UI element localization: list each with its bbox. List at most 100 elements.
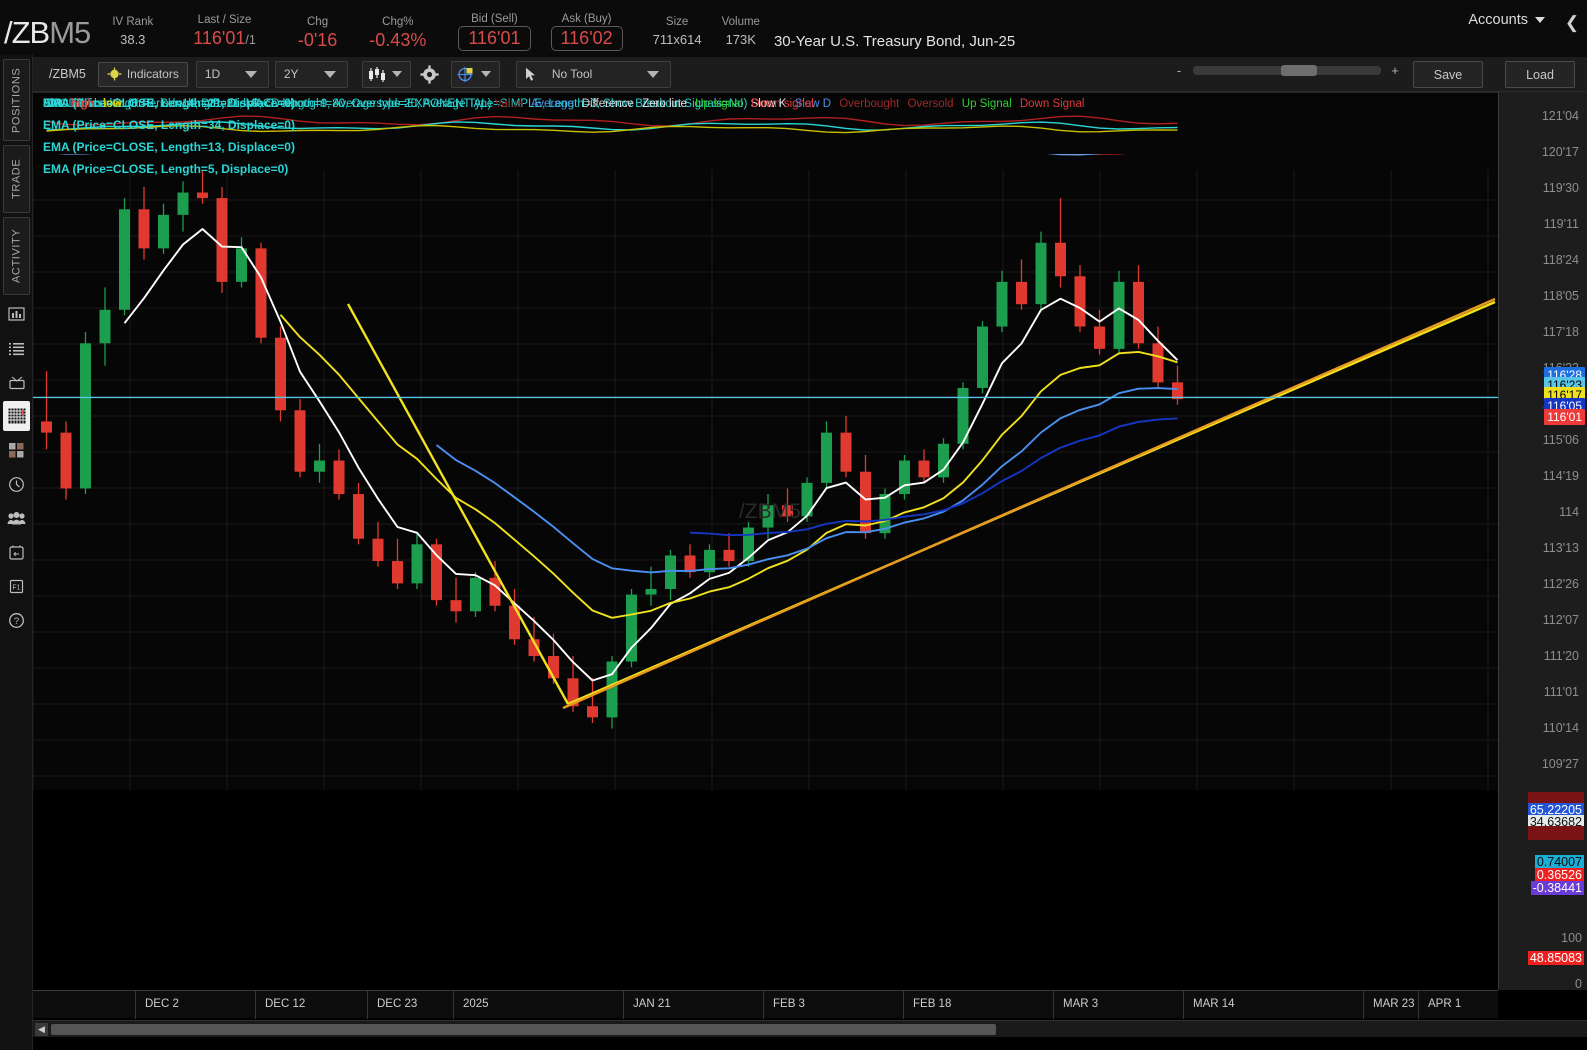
time-tick-separator — [1183, 991, 1184, 1019]
ivr-axis-bottom: 0 — [1575, 977, 1582, 991]
quote-value: -0.43% — [369, 30, 427, 50]
chevron-down-icon — [323, 70, 336, 78]
calendar-icon[interactable] — [3, 537, 30, 567]
price-tick: 117'18 — [1542, 325, 1579, 339]
ema-legend-13[interactable]: EMA (Price=CLOSE, Length=13, Displace=0) — [43, 140, 295, 154]
quote-field-ask[interactable]: Ask (Buy) 116'02 — [550, 12, 623, 51]
price-tick: 121'04 — [1541, 109, 1579, 123]
ema-legend-5[interactable]: EMA (Price=CLOSE, Length=5, Displace=0) — [43, 162, 289, 176]
period-dropdown[interactable]: 2Y — [274, 60, 348, 88]
zoom-slider-thumb[interactable] — [1281, 65, 1317, 76]
ivr-pane[interactable]: IVR high low — [33, 92, 1498, 154]
chevron-down-icon — [646, 70, 659, 78]
zoom-in-button[interactable]: + — [1391, 63, 1399, 78]
drawing-tools-dropdown[interactable] — [450, 60, 500, 88]
price-tick: 120'17 — [1541, 145, 1579, 159]
accounts-menu[interactable]: Accounts — [1468, 12, 1545, 28]
ema-legend-34[interactable]: EMA (Price=CLOSE, Length=34, Displace=0) — [43, 118, 295, 132]
chart-toolbar: /ZBM5 Indicators 1D 2Y No Tool — [33, 57, 1587, 92]
symbol-title[interactable]: /ZBM5 — [0, 15, 91, 50]
price-tick: 112'26 — [1542, 577, 1579, 591]
time-tick: MAR 14 — [1193, 998, 1235, 1010]
price-tick: 115'06 — [1542, 433, 1579, 447]
ivr-value: 48.85083 — [1527, 951, 1584, 965]
sidebar-tab-positions[interactable]: POSITIONS — [3, 59, 30, 141]
legend-slow-k: Slow K — [750, 98, 787, 110]
active-tool-dropdown[interactable]: No Tool — [515, 60, 671, 88]
price-tick: 118'24 — [1542, 253, 1579, 267]
symbol-root: /ZB — [4, 15, 50, 50]
time-tick-separator — [1418, 991, 1419, 1019]
crosshair-icon — [457, 66, 473, 82]
time-tick-separator — [623, 991, 624, 1019]
zoom-slider-group[interactable]: - + — [1173, 63, 1401, 78]
toolbar-symbol[interactable]: /ZBM5 — [49, 67, 86, 81]
macd-legend[interactable]: MACD (Fast length=8, Slow length=21, MAC… — [43, 98, 819, 110]
legend-average: Average — [530, 98, 574, 110]
quote-value: 711x614 — [652, 32, 702, 47]
help-icon[interactable]: ? — [3, 605, 30, 635]
legend-difference: Difference — [581, 98, 634, 110]
panels-icon[interactable] — [3, 435, 30, 465]
time-tick: MAR 3 — [1063, 998, 1099, 1010]
clock-icon[interactable] — [3, 469, 30, 499]
price-tick: 118'05 — [1542, 289, 1579, 303]
ivr-axis-top: 100 — [1561, 931, 1582, 945]
macd-difference-value: 0.74007 — [1534, 855, 1584, 869]
left-sidebar: POSITIONS TRADE ACTIVITY — [0, 55, 33, 1050]
time-tick-separator — [763, 991, 764, 1019]
people-icon[interactable] — [3, 503, 30, 533]
sidebar-tab-trade[interactable]: TRADE — [3, 145, 30, 213]
quote-label: Chg% — [382, 16, 414, 28]
load-button[interactable]: Load — [1505, 61, 1575, 88]
price-tick: 119'11 — [1543, 217, 1579, 231]
price-tick: 109'27 — [1541, 757, 1579, 771]
price-pane[interactable]: /ZBM5 EMA (Price=CLOSE, Length=21, Displ… — [33, 92, 1498, 790]
scroll-left-arrow[interactable]: ◀ — [35, 1023, 48, 1036]
ivr-legend[interactable]: IVR high low — [43, 98, 127, 110]
zoom-out-button[interactable]: - — [1176, 63, 1182, 78]
price-tick: 111'20 — [1543, 649, 1579, 663]
ask-button[interactable]: 116'02 — [550, 26, 623, 51]
scrollbar-thumb[interactable] — [51, 1024, 996, 1035]
price-tick: 110'14 — [1542, 721, 1579, 735]
monitor-icon[interactable] — [3, 367, 30, 397]
indicators-button[interactable]: Indicators — [97, 61, 188, 87]
grid-chart-icon[interactable] — [3, 401, 30, 431]
quote-label: Size — [665, 16, 689, 28]
quote-field-bid[interactable]: Bid (Sell) 116'01 — [458, 12, 531, 51]
time-tick-separator — [453, 991, 454, 1019]
quote-field-chg: Chg -0'16 — [298, 15, 337, 51]
save-button[interactable]: Save — [1413, 61, 1483, 88]
last-price: 116'01 — [193, 28, 246, 48]
list-icon[interactable] — [3, 333, 30, 363]
instrument-description: 30-Year U.S. Treasury Bond, Jun-25 — [773, 33, 1016, 50]
chart-settings-button[interactable] — [420, 64, 439, 84]
price-axis[interactable]: 121'04 120'17 119'30 119'11 118'24 118'05 117'… — [1498, 92, 1587, 991]
sidebar-tab-activity[interactable]: ACTIVITY — [3, 217, 30, 295]
chart-style-dropdown[interactable] — [361, 60, 411, 88]
time-axis[interactable]: DEC 2 DEC 12 DEC 23 2025 JAN 21 FEB 3 FEB 18 MA… — [33, 990, 1498, 1019]
macd-average-value: -0.38441 — [1530, 881, 1584, 895]
notes-icon[interactable]: F1 — [3, 571, 30, 601]
collapse-panel-button[interactable]: ❮ — [1564, 13, 1580, 32]
quote-field-last-size: Last / Size 116'01/1 — [193, 13, 256, 51]
ivr-plot — [46, 115, 1178, 134]
zoom-slider-track[interactable] — [1193, 65, 1381, 76]
price-tick: 112'07 — [1542, 613, 1579, 627]
chart-icon[interactable] — [3, 299, 30, 329]
ema-legend-21[interactable]: EMA (Price=CLOSE, Length=21, Displace=0) — [43, 96, 295, 110]
horizontal-scrollbar[interactable]: ◀ — [33, 1020, 1587, 1037]
stochastic-legend[interactable]: Slow Stochastic (K Period=14, D Period=9… — [43, 98, 1089, 110]
time-tick-separator — [1363, 991, 1364, 1019]
legend-up-signal: Up signal — [695, 98, 744, 110]
quote-label: Chg — [307, 16, 329, 28]
bid-button[interactable]: 116'01 — [458, 26, 531, 51]
indicators-label: Indicators — [126, 67, 179, 81]
stochastic-oversold-value: 20.00000 — [1527, 826, 1584, 840]
macd-value: 0.36526 — [1534, 868, 1584, 882]
aggregation-dropdown[interactable]: 1D — [195, 60, 269, 88]
candles-icon — [368, 66, 385, 82]
stochastic-slow-d-value: 65.22205 — [1527, 803, 1584, 817]
